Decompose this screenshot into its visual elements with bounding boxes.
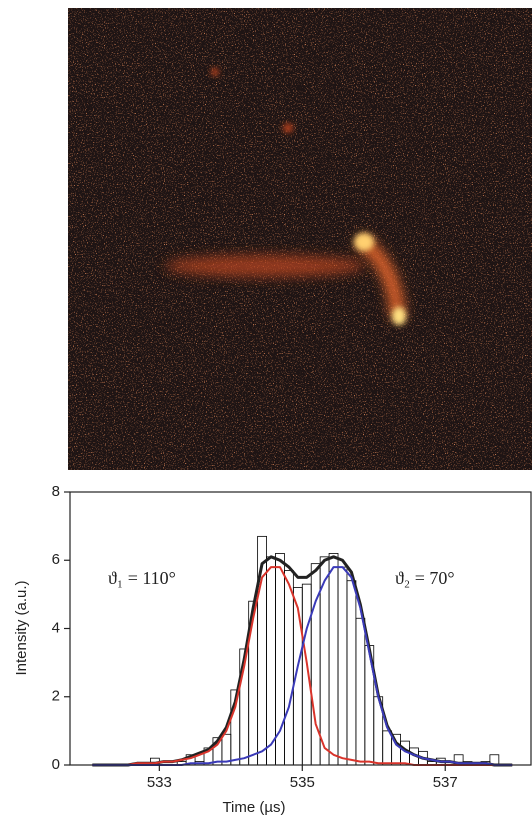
bar — [337, 566, 348, 766]
plot: 0 2 4 6 8 533 535 537 — [52, 483, 532, 791]
y-tick-label: 4 — [52, 619, 60, 636]
bar — [266, 556, 276, 766]
bar — [346, 580, 357, 766]
y-tick-label: 2 — [52, 688, 60, 705]
bar — [328, 553, 339, 766]
x-axis-label: Time (µs) — [222, 799, 285, 816]
x-tick-label: 533 — [147, 774, 172, 791]
x-tick-label: 537 — [433, 774, 458, 791]
y-tick-label: 0 — [52, 756, 60, 773]
bar — [284, 570, 294, 766]
bar — [382, 730, 393, 766]
y-axis-label: Intensity (a.u.) — [13, 580, 30, 675]
annotation: ϑ₂ = 70° — [395, 568, 455, 588]
bar — [355, 617, 366, 766]
annotation: ϑ₁ = 110° — [108, 568, 176, 588]
bar — [275, 553, 285, 766]
bar — [301, 583, 312, 766]
x-tick-label: 535 — [290, 774, 315, 791]
y-tick-label: 6 — [52, 551, 60, 568]
y-tick-label: 8 — [52, 483, 60, 500]
detector-image — [68, 8, 532, 470]
